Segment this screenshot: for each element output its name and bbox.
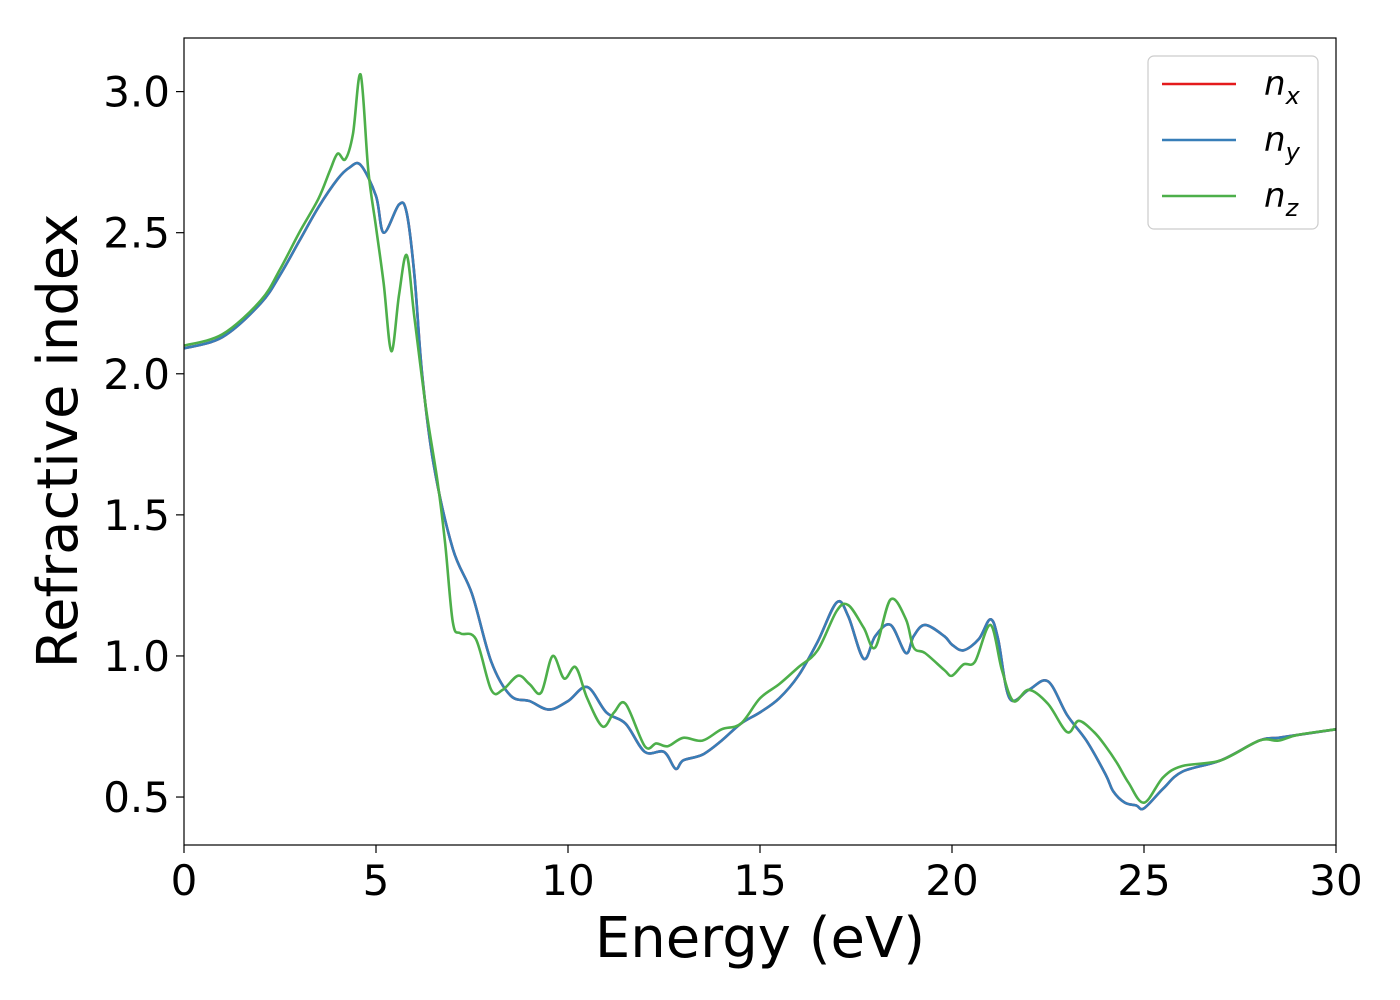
y-tick-label: 1.0 xyxy=(103,632,170,681)
x-tick-label: 15 xyxy=(733,856,786,905)
x-tick-label: 20 xyxy=(925,856,978,905)
legend-box xyxy=(1147,55,1319,230)
legend-label-x: nx xyxy=(1264,64,1301,110)
y-axis-ticks: 0.5 1.0 1.5 2.0 2.5 3.0 xyxy=(103,68,184,822)
series-layer xyxy=(183,73,1337,811)
x-tick-label: 5 xyxy=(363,856,390,905)
y-axis-title: Refractive index xyxy=(26,214,91,669)
y-tick-label: 1.5 xyxy=(103,491,170,540)
series-line-n-y xyxy=(183,161,1337,811)
x-tick-label: 10 xyxy=(541,856,594,905)
y-tick-label: 2.5 xyxy=(103,209,170,258)
legend: nx ny nz xyxy=(1147,55,1319,230)
y-tick-label: 2.0 xyxy=(103,350,170,399)
y-tick-label: 3.0 xyxy=(103,68,170,117)
legend-label-y: ny xyxy=(1264,120,1301,166)
legend-label-z: nz xyxy=(1264,176,1300,222)
x-axis-title: Energy (eV) xyxy=(595,906,925,971)
x-axis-ticks: 0 5 10 15 20 25 30 xyxy=(171,845,1363,905)
x-tick-label: 25 xyxy=(1117,856,1170,905)
y-tick-label: 0.5 xyxy=(103,773,170,822)
series-line-n-z xyxy=(183,73,1337,804)
x-tick-label: 0 xyxy=(171,856,198,905)
x-tick-label: 30 xyxy=(1309,856,1362,905)
